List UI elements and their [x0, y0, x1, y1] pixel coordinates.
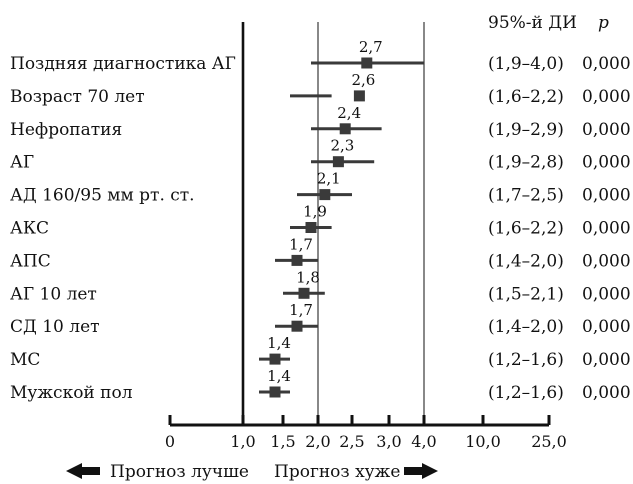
plot-rows: Поздняя диагностика АГ2,7(1,9–4,0) 0,000В…	[10, 38, 631, 403]
row-label: МС	[10, 350, 40, 370]
point-estimate-marker	[332, 156, 344, 168]
ci-value: (1,4–2,0)	[488, 251, 564, 271]
forest-row: АПС 1,7 (1,4–2,0) 0,000	[10, 235, 631, 271]
estimate-label: 1,4	[267, 334, 291, 352]
x-tick-label: 10,0	[465, 432, 501, 451]
point-estimate-marker	[353, 90, 365, 102]
forest-row: АГ 2,3 (1,9–2,8) 0,000	[10, 137, 631, 173]
ci-value: (1,9–2,8)	[488, 153, 564, 173]
forest-row: Нефропатия 2,4 (1,9–2,9) 0,000	[10, 104, 631, 140]
forest-row: СД 10 лет 1,7 (1,4–2,0) 0,000	[10, 301, 631, 337]
estimate-label: 2,4	[337, 104, 361, 122]
p-value: 0,000	[582, 284, 631, 304]
row-label: АД 160/95 мм рт. ст.	[10, 186, 195, 206]
point-estimate-marker	[291, 320, 303, 332]
estimate-label: 1,7	[289, 235, 313, 253]
forest-row: Мужской пол 1,4 (1,2–1,6) 0,000	[10, 367, 631, 403]
point-estimate-marker	[298, 287, 310, 299]
row-label: АГ	[10, 153, 34, 173]
ci-value: (1,4–2,0)	[488, 317, 564, 337]
x-tick-label: 1,0	[230, 432, 255, 451]
ci-value: (1,6–2,2)	[488, 219, 564, 239]
p-value: 0,000	[582, 219, 631, 239]
x-tick-label: 25,0	[531, 432, 567, 451]
p-header: p	[598, 13, 609, 33]
row-label: Возраст 70 лет	[10, 87, 145, 107]
x-axis: 0 1,0 1,5 2,0 2,5 3,0 4,0 10,0 25,0	[165, 415, 567, 451]
point-estimate-marker	[269, 353, 281, 365]
estimate-label: 1,7	[289, 301, 313, 319]
x-tick-label: 1,5	[270, 432, 295, 451]
plot-grid	[241, 22, 425, 425]
p-value: 0,000	[582, 153, 631, 173]
estimate-label: 2,1	[317, 170, 341, 188]
p-value: 0,000	[582, 350, 631, 370]
ci-value: (1,7–2,5)	[488, 186, 564, 206]
x-tick-label: 3,0	[376, 432, 401, 451]
ci-value: (1,2–1,6)	[488, 350, 564, 370]
x-tick-label: 0	[165, 432, 175, 451]
point-estimate-marker	[269, 386, 281, 398]
left-arrow-icon	[66, 463, 100, 479]
point-estimate-marker	[319, 189, 331, 201]
ci-value: (1,2–1,6)	[488, 383, 564, 403]
x-tick-label: 2,0	[305, 432, 330, 451]
better-arrow: Прогноз лучше	[66, 462, 249, 482]
point-estimate-marker	[291, 254, 303, 266]
row-label: Нефропатия	[10, 120, 122, 140]
estimate-label: 2,6	[351, 71, 375, 89]
better-label: Прогноз лучше	[110, 462, 249, 482]
p-value: 0,000	[582, 317, 631, 337]
ci-value: (1,9–2,9)	[488, 120, 564, 140]
estimate-label: 1,9	[303, 203, 327, 221]
point-estimate-marker	[361, 57, 373, 69]
p-value: 0,000	[582, 120, 631, 140]
p-value: 0,000	[582, 54, 631, 74]
ci-value: (1,6–2,2)	[488, 87, 564, 107]
row-label: СД 10 лет	[10, 317, 100, 337]
forest-row: Поздняя диагностика АГ 2,7 (1,9–4,0) 0,000	[10, 38, 631, 74]
row-label: АПС	[10, 251, 51, 271]
row-label: Мужской пол	[10, 383, 133, 403]
forest-row: АД 160/95 мм рт. ст. 2,1 (1,7–2,5) 0,000	[10, 170, 631, 206]
forest-row: АГ 10 лет 1,8 (1,5–2,1) 0,000	[10, 268, 631, 304]
row-label: Поздняя диагностика АГ	[10, 54, 236, 74]
right-arrow-icon	[404, 463, 438, 479]
p-value: 0,000	[582, 383, 631, 403]
row-label: АГ 10 лет	[10, 284, 97, 304]
ci-value: (1,9–4,0)	[488, 54, 564, 74]
point-estimate-marker	[305, 222, 317, 233]
p-value: 0,000	[582, 251, 631, 271]
x-tick-label: 4,0	[411, 432, 436, 451]
estimate-label: 1,8	[296, 268, 320, 286]
forest-row: МС 1,4 (1,2–1,6) 0,000	[10, 334, 631, 370]
forest-row: АКС 1,9 (1,6–2,2) 0,000	[10, 203, 631, 239]
forest-row: Возраст 70 лет 2,6 (1,6–2,2) 0,000	[10, 71, 631, 107]
worse-arrow: Прогноз хуже	[274, 462, 438, 482]
p-value: 0,000	[582, 186, 631, 206]
estimate-label: 1,4	[267, 367, 291, 385]
point-estimate-marker	[339, 123, 351, 135]
p-value: 0,000	[582, 87, 631, 107]
ci-value: (1,5–2,1)	[488, 284, 564, 304]
worse-label: Прогноз хуже	[274, 462, 400, 482]
x-tick-label: 2,5	[339, 432, 364, 451]
estimate-label: 2,3	[330, 137, 354, 155]
ci-header: 95%-й ДИ	[488, 13, 577, 33]
estimate-label: 2,7	[359, 38, 383, 56]
row-label: АКС	[10, 219, 49, 239]
